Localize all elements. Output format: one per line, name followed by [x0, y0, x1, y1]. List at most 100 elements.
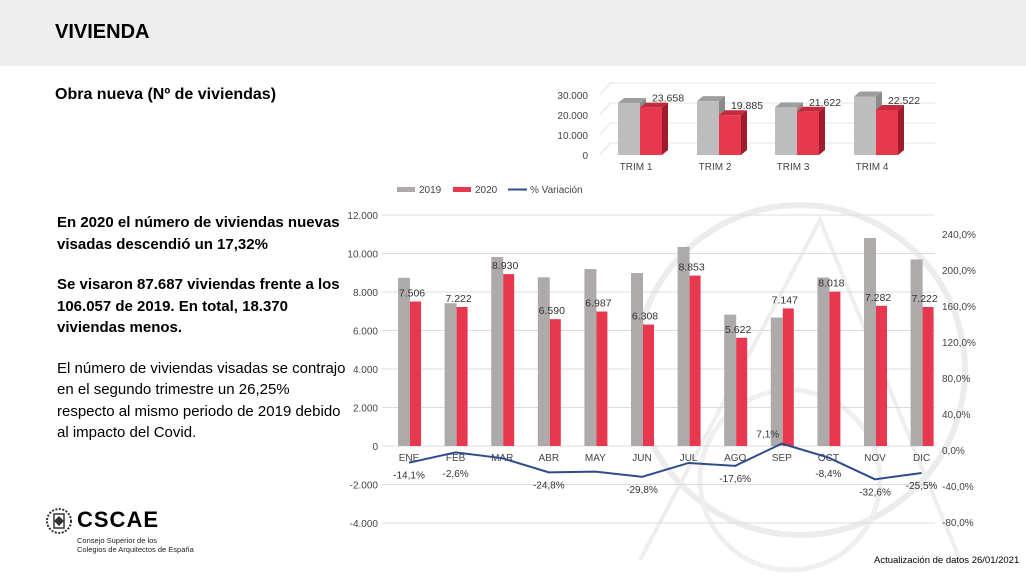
y-right-tick-label: 200,0%: [942, 266, 976, 277]
data-label: 5.622: [725, 324, 751, 336]
gridline-diag: [599, 82, 611, 96]
data-label: 8.853: [678, 262, 704, 274]
gridline-diag: [599, 122, 611, 136]
y-right-tick-label: 40,0%: [942, 410, 970, 421]
summary-paragraph-3: El número de viviendas visadas se contra…: [57, 359, 346, 442]
bar-2020: [876, 305, 887, 446]
legend-swatch-2020: [453, 187, 471, 192]
x-tick-label: TRIM 3: [777, 162, 810, 173]
y-left-tick-label: 12.000: [347, 211, 378, 222]
y-left-tick-label: -2.000: [350, 481, 379, 492]
bar-top-2020: [719, 110, 747, 116]
data-label: 6.987: [585, 298, 611, 310]
y-tick-label: 0: [582, 151, 588, 162]
data-label: 6.590: [539, 305, 565, 317]
data-label: 7.147: [772, 294, 798, 306]
x-tick-label: JUN: [632, 453, 651, 464]
bar-2020: [782, 308, 794, 446]
y-right-tick-label: 240,0%: [942, 230, 976, 241]
data-label: 7.222: [911, 293, 937, 305]
update-date: Actualización de datos 26/01/2021: [874, 555, 1020, 566]
x-tick-label: TRIM 4: [856, 162, 889, 173]
y-tick-label: 10.000: [557, 131, 588, 142]
variation-label: -32,6%: [859, 487, 891, 498]
bar-2020: [410, 301, 421, 446]
variation-label: 7,1%: [756, 430, 779, 441]
y-tick-label: 30.000: [557, 91, 588, 102]
y-left-tick-label: 4.000: [353, 365, 378, 376]
bar-2019: [537, 277, 550, 446]
bar-top-2020: [640, 102, 668, 108]
bar-2019: [631, 273, 643, 446]
bar-2019: [854, 96, 876, 155]
y-right-tick-label: 120,0%: [942, 338, 976, 349]
bar-2020: [503, 274, 515, 446]
gridline-diag: [599, 102, 611, 116]
bar-2019: [775, 107, 797, 155]
header-band: [0, 0, 1026, 66]
variation-label: -2,6%: [443, 469, 469, 480]
bar-2020: [829, 291, 841, 446]
legend-label: % Variación: [530, 185, 583, 196]
logo-subtitle: Consejo Superior de los Colegios de Arqu…: [77, 536, 194, 554]
bar-2020: [797, 111, 819, 155]
x-tick-label: DIC: [913, 453, 930, 464]
y-right-tick-label: -80,0%: [942, 518, 974, 529]
bar-top-2020: [876, 104, 904, 110]
x-tick-label: NOV: [864, 453, 886, 464]
data-label: 22.522: [888, 95, 920, 107]
bar-2019: [677, 246, 690, 446]
data-label: 8.930: [492, 260, 518, 272]
bar-2019: [618, 103, 640, 155]
data-label: 23.658: [652, 93, 684, 105]
bar-top-2019: [618, 98, 646, 104]
bar-2019: [584, 269, 597, 446]
bar-2020: [736, 337, 748, 446]
summary-paragraph-1: En 2020 el número de viviendas nuevas vi…: [57, 214, 340, 253]
gridline-diag: [599, 142, 611, 156]
data-label: 7.506: [399, 288, 425, 300]
bar-2019: [817, 277, 830, 446]
bar-side-2020: [819, 106, 825, 155]
bar-top-2019: [775, 102, 803, 108]
variation-label: -25,5%: [906, 481, 938, 492]
y-tick-label: 20.000: [557, 111, 588, 122]
bar-2020: [719, 115, 741, 155]
data-label: 7.282: [865, 292, 891, 304]
x-tick-label: TRIM 2: [699, 162, 732, 173]
x-tick-label: JUL: [680, 453, 698, 464]
bar-2019: [398, 277, 410, 446]
y-right-tick-label: 0,0%: [942, 446, 965, 457]
legend-label: 2020: [475, 185, 498, 196]
variation-line: [408, 442, 922, 481]
bar-2019: [770, 317, 783, 446]
page-title: VIVIENDA: [55, 21, 150, 43]
variation-label: -29,8%: [626, 485, 658, 496]
data-label: 7.222: [445, 293, 471, 305]
bar-2020: [922, 306, 934, 446]
bar-2020: [640, 107, 662, 155]
data-label: 6.308: [632, 311, 658, 323]
bar-2020: [549, 319, 561, 446]
data-label: 19.885: [731, 100, 763, 112]
bar-2019: [864, 238, 876, 446]
bar-2019: [910, 259, 923, 446]
y-left-tick-label: 6.000: [353, 327, 378, 338]
x-tick-label: TRIM 1: [620, 162, 653, 173]
variation-label: -24,8%: [533, 480, 565, 491]
bar-2019: [491, 256, 504, 446]
y-left-tick-label: 10.000: [347, 250, 378, 261]
cscae-crest-icon: [46, 508, 72, 534]
data-label: 8.018: [818, 278, 844, 290]
x-tick-label: MAY: [585, 453, 606, 464]
variation-label: -14,1%: [393, 471, 425, 482]
x-tick-label: AGO: [724, 453, 746, 464]
y-right-tick-label: -40,0%: [942, 482, 974, 493]
bar-2020: [689, 275, 701, 446]
bar-2020: [643, 324, 654, 446]
bar-top-2019: [697, 96, 725, 102]
variation-label: -8,4%: [815, 469, 841, 480]
x-tick-label: ENE: [399, 453, 420, 464]
